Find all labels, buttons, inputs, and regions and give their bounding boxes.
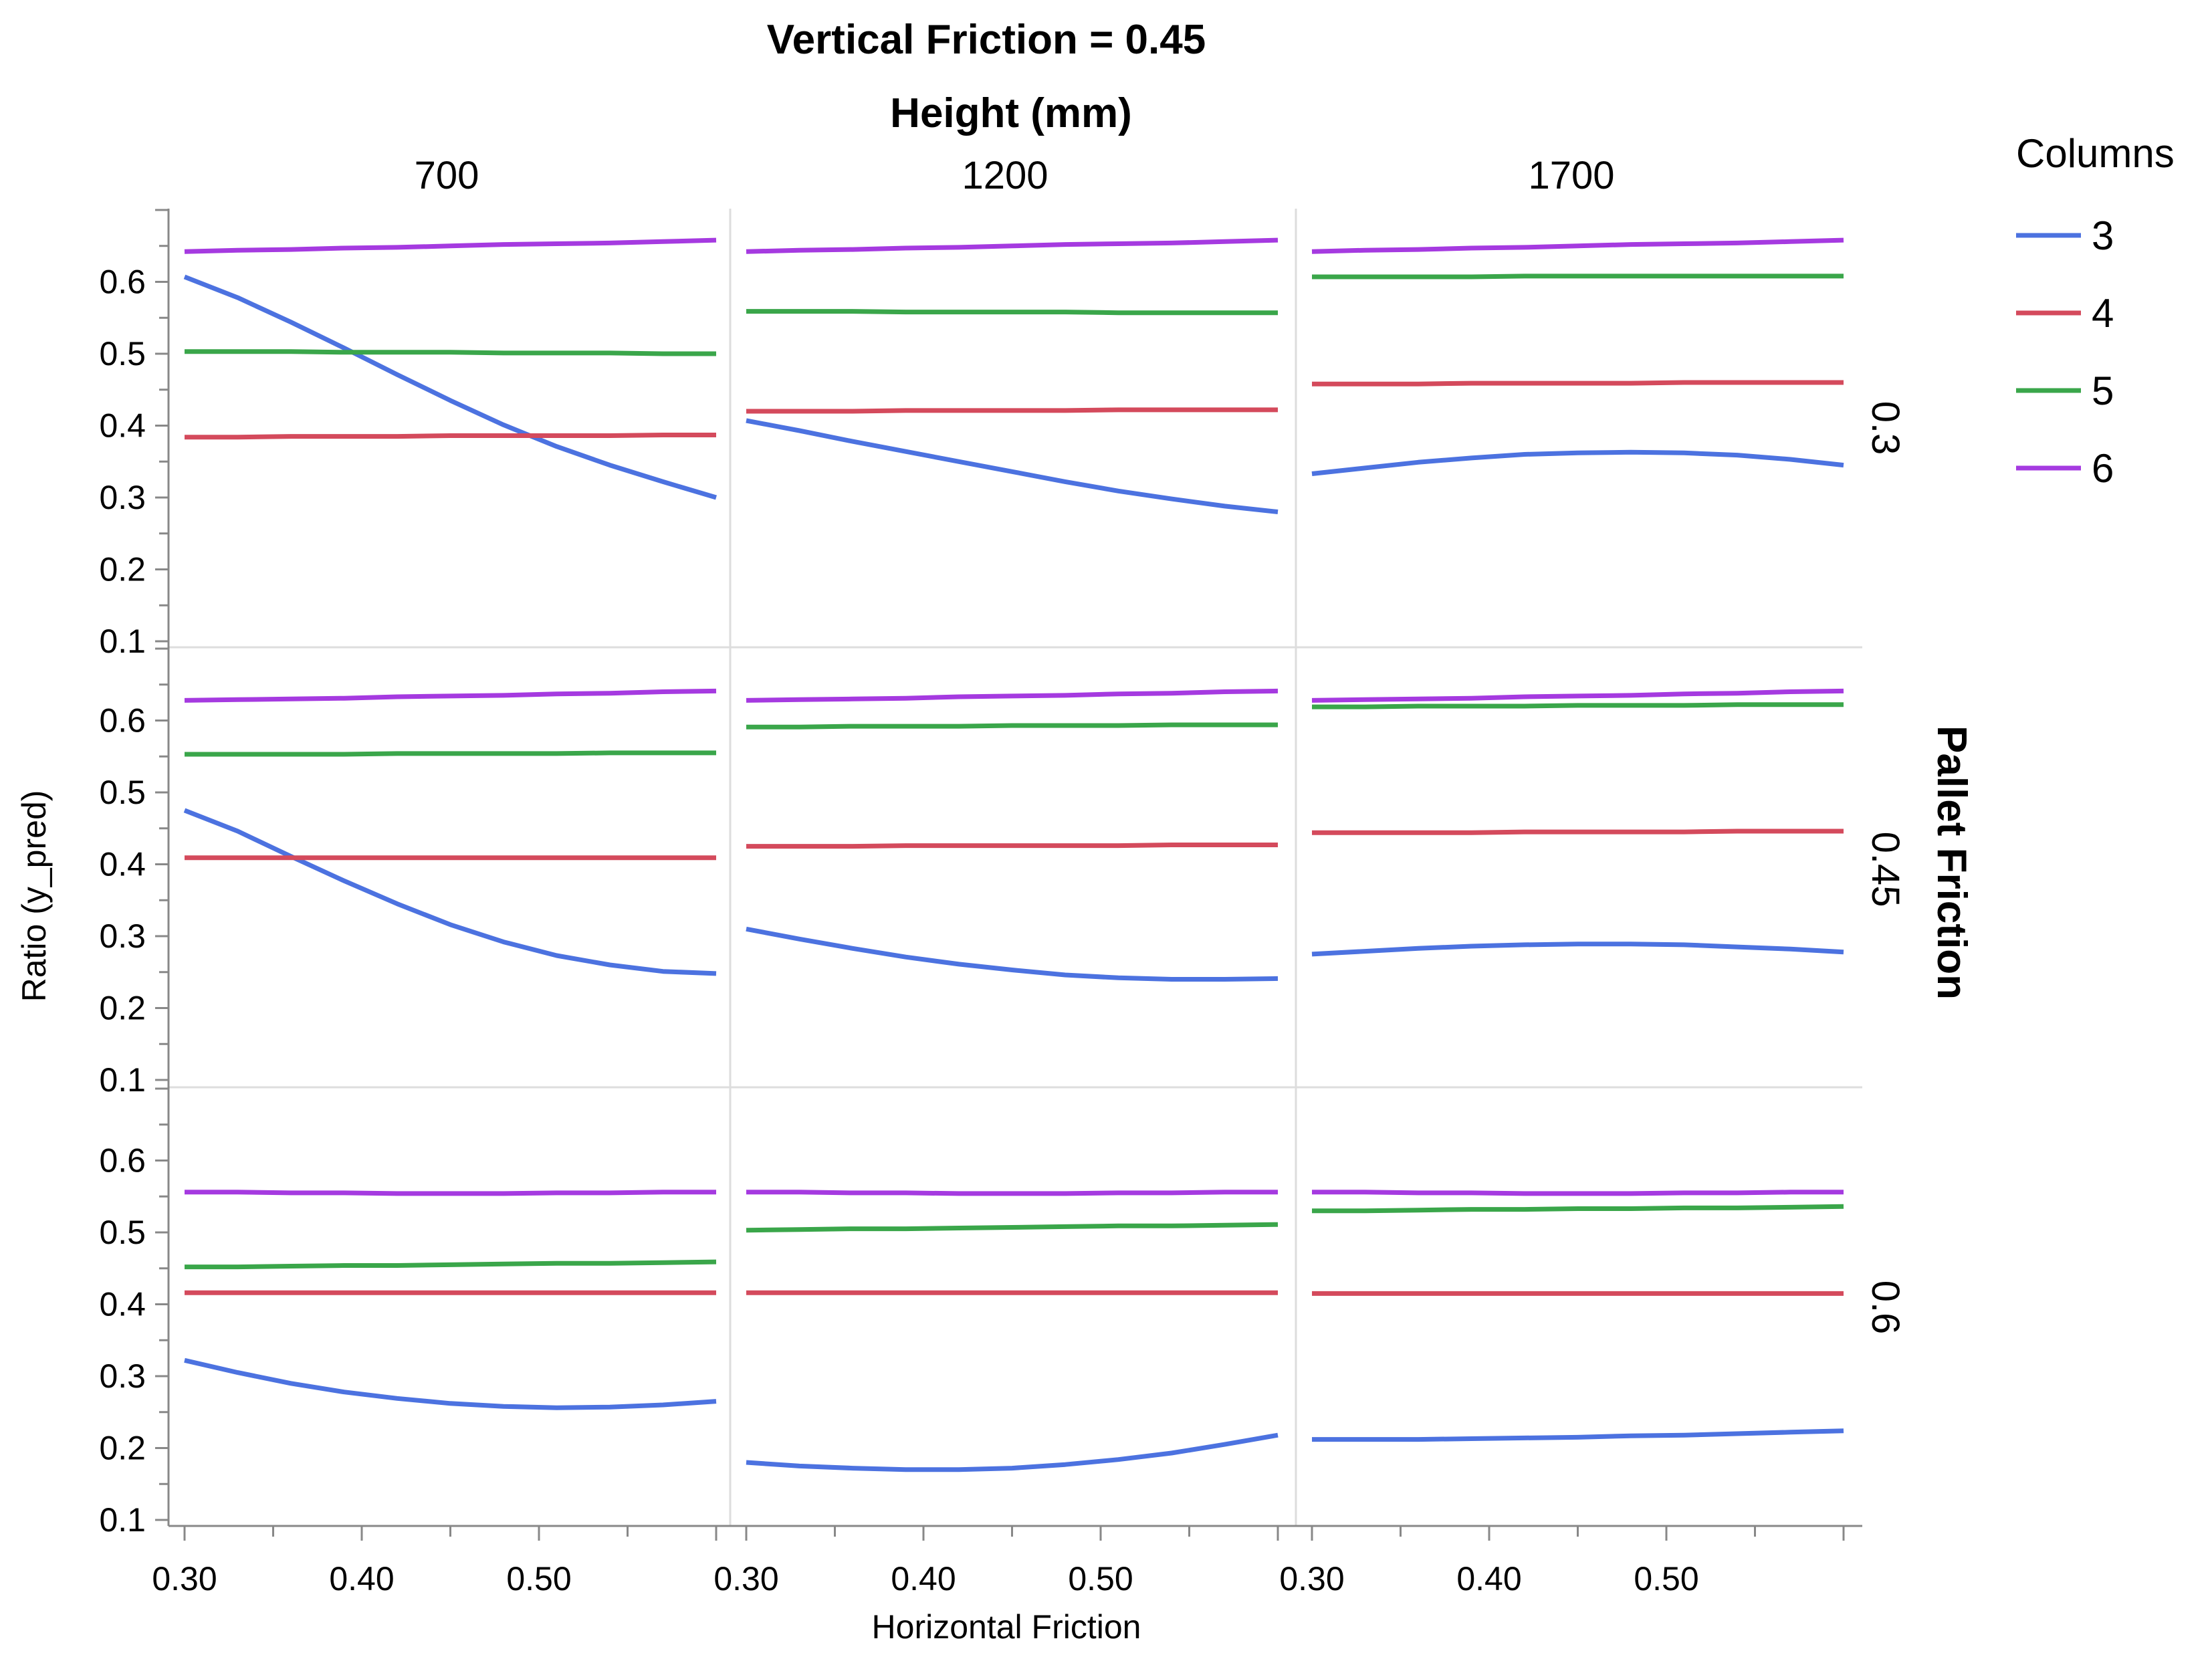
series-lines [183,237,1844,1472]
x-tick-label: 0.40 [891,1560,956,1597]
y-tick-label: 0.4 [99,407,146,445]
y-tick-label: 0.5 [99,1214,146,1251]
series-line-columns-6 [184,688,717,703]
x-tick-label: 0.50 [1068,1560,1133,1597]
legend-title: Columns [2016,131,2175,176]
x-tick-label: 0.50 [1634,1560,1698,1597]
column-facet-label: 1200 [962,154,1048,197]
series-line-columns-6 [1311,688,1844,703]
series-line-columns-6 [746,1190,1278,1196]
y-tick-label: 0.6 [99,702,146,740]
series-line-columns-3 [1311,942,1844,957]
chart-title: Vertical Friction = 0.45 [767,17,1206,63]
x-tick-label: 0.40 [1456,1560,1521,1597]
legend-label: 6 [2092,446,2114,491]
y-tick-label: 0.1 [99,623,146,660]
series-line-columns-6 [1311,237,1844,254]
legend-label: 4 [2092,291,2114,336]
series-line-columns-3 [746,418,1279,514]
x-tick-label: 0.50 [506,1560,571,1597]
series-line-columns-4 [746,843,1278,849]
series-line-columns-3 [746,926,1279,982]
y-tick-label: 0.2 [99,551,146,588]
series-line-columns-3 [183,808,717,976]
y-tick-label: 0.2 [99,990,146,1027]
x-tick-label: 0.40 [329,1560,394,1597]
series-line-columns-6 [185,1190,716,1196]
series-line-columns-5 [185,349,716,356]
y-tick-label: 0.3 [99,1357,146,1395]
series-line-columns-6 [746,237,1279,254]
series-line-columns-3 [184,1357,717,1410]
legend-label: 3 [2092,213,2114,258]
x-tick-label: 0.30 [1279,1560,1344,1597]
y-tick-label: 0.6 [99,263,146,301]
series-line-columns-6 [746,688,1279,703]
y-tick-label: 0.5 [99,335,146,372]
row-facet-title: Pallet Friction [1928,726,1975,1000]
facet-grid [167,209,1862,1527]
series-line-columns-5 [1312,702,1844,709]
series-line-columns-3 [746,1432,1279,1472]
series-line-columns-3 [183,274,717,500]
y-tick-label: 0.1 [99,1061,146,1099]
x-tick-label: 0.30 [713,1560,778,1597]
x-axis-title: Horizontal Friction [872,1608,1141,1646]
series-line-columns-5 [185,750,716,757]
series-line-columns-3 [1312,1428,1844,1442]
series-line-columns-5 [746,309,1278,316]
legend: 3 4 5 6 [2016,213,2114,491]
series-line-columns-6 [1312,1190,1844,1196]
series-line-columns-5 [185,1259,717,1270]
column-facet-label: 1700 [1528,154,1614,197]
row-facet-label: 0.3 [1864,401,1907,455]
legend-label: 5 [2092,368,2114,413]
y-tick-label: 0.2 [99,1430,146,1467]
column-facet-label: 700 [415,154,479,197]
y-tick-label: 0.6 [99,1142,146,1180]
y-tick-label: 0.5 [99,774,146,811]
x-tick-label: 0.30 [152,1560,217,1597]
series-line-columns-5 [746,722,1278,730]
facet-headers: 700 1200 1700 0.3 0.45 0.6 [415,154,1907,1334]
axis-ticks: 0.10.20.30.40.50.60.10.20.30.40.50.60.10… [99,209,1845,1597]
y-axis-title: Ratio (y_pred) [15,790,53,1002]
series-line-columns-5 [1312,1204,1844,1214]
column-facet-title: Height (mm) [890,90,1132,136]
series-line-columns-4 [746,407,1278,414]
series-line-columns-4 [1312,380,1844,387]
row-facet-label: 0.45 [1864,832,1907,907]
series-line-columns-4 [185,433,716,440]
series-line-columns-6 [184,237,717,254]
y-tick-label: 0.3 [99,917,146,955]
y-tick-label: 0.4 [99,846,146,883]
y-tick-label: 0.4 [99,1286,146,1323]
row-facet-label: 0.6 [1864,1281,1907,1335]
y-tick-label: 0.3 [99,479,146,516]
series-line-columns-5 [746,1222,1279,1233]
series-line-columns-5 [1312,273,1844,280]
y-tick-label: 0.1 [99,1501,146,1539]
series-line-columns-3 [1311,449,1844,476]
series-line-columns-4 [1312,829,1844,835]
